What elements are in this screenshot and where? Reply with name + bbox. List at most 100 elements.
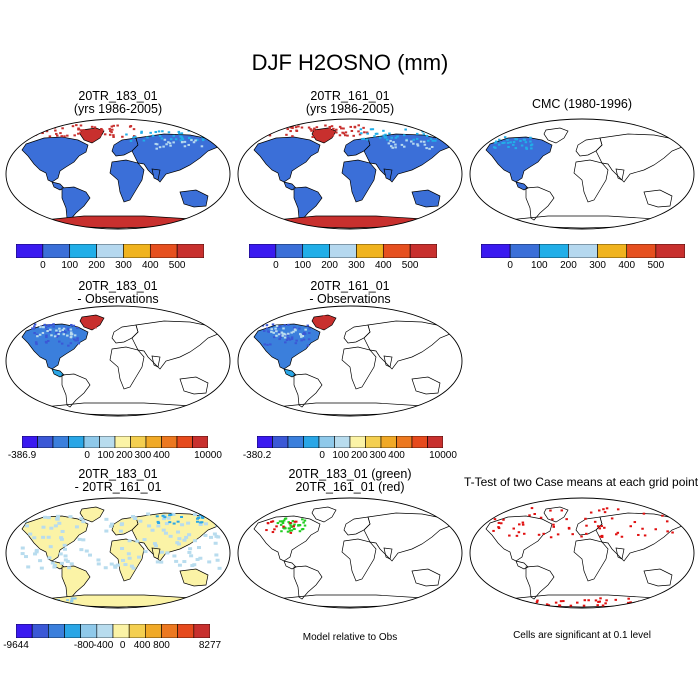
colorbar-swatch xyxy=(161,624,178,638)
colorbar-swatch xyxy=(177,624,195,638)
grid-cell xyxy=(272,331,275,334)
grid-cell xyxy=(616,508,620,511)
colorbar-swatch xyxy=(16,244,44,258)
landmass-au xyxy=(411,189,441,208)
colorbar-tick-label: -400 xyxy=(93,640,114,651)
grid-cell xyxy=(277,333,281,336)
grid-cell xyxy=(35,333,39,336)
grid-cell xyxy=(292,527,296,530)
grid-cell xyxy=(278,331,281,334)
colorbar-swatch xyxy=(31,624,49,638)
grid-cell xyxy=(179,139,183,142)
grid-cell xyxy=(217,566,222,570)
colorbar-swatch xyxy=(509,244,540,258)
colorbar-swatch xyxy=(69,244,97,258)
grid-cell xyxy=(494,140,498,143)
grid-cell xyxy=(158,135,162,138)
colorbar-tick-label: 400 xyxy=(388,450,405,461)
grid-cell xyxy=(329,322,332,325)
grid-cell xyxy=(357,124,360,127)
grid-cell xyxy=(441,130,444,133)
grid-cell xyxy=(286,337,290,340)
grid-cell xyxy=(600,525,603,528)
grid-cell xyxy=(301,527,305,530)
panel-title-p1: 20TR_183_01 (yrs 1986-2005) xyxy=(0,90,236,116)
colorbar-swatch xyxy=(409,244,437,258)
grid-cell xyxy=(269,125,272,128)
grid-cell xyxy=(204,522,209,526)
map-panel-p7 xyxy=(237,497,463,609)
grid-cell xyxy=(303,332,307,335)
grid-cell xyxy=(363,131,366,134)
grid-cell xyxy=(38,333,42,336)
grid-cell xyxy=(366,132,369,135)
grid-cell xyxy=(425,134,429,137)
landmass-ind xyxy=(383,547,393,560)
figure-title: DJF H2OSNO (mm) xyxy=(251,50,449,75)
grid-cell xyxy=(358,133,362,136)
grid-cell xyxy=(79,548,84,552)
grid-cell xyxy=(530,507,534,510)
grid-cell xyxy=(267,126,270,129)
grid-cell xyxy=(50,561,55,565)
grid-cell xyxy=(62,547,67,551)
grid-cell xyxy=(108,524,113,528)
colorbar-tick-label: -800 xyxy=(73,640,94,651)
grid-cell xyxy=(77,128,80,131)
grid-cell xyxy=(322,323,325,326)
grid-cell xyxy=(389,139,392,142)
grid-cell xyxy=(119,523,124,527)
grid-cell xyxy=(291,520,295,523)
grid-cell xyxy=(146,512,151,516)
grid-cell xyxy=(177,537,182,541)
grid-cell xyxy=(61,127,64,130)
grid-cell xyxy=(369,128,373,131)
grid-cell xyxy=(61,329,65,332)
grid-cell xyxy=(109,522,114,526)
grid-cell xyxy=(190,564,195,568)
landmass-af xyxy=(341,159,377,203)
grid-cell xyxy=(593,520,597,523)
grid-cell xyxy=(26,565,31,569)
grid-cell xyxy=(33,552,38,556)
grid-cell xyxy=(90,134,94,137)
panel-note-p8: Cells are significant at 0.1 level xyxy=(513,630,651,641)
grid-cell xyxy=(263,329,266,332)
grid-cell xyxy=(172,522,176,525)
grid-cell xyxy=(77,132,80,135)
grid-cell xyxy=(279,523,283,526)
grid-cell xyxy=(159,550,164,554)
grid-cell xyxy=(323,315,326,318)
grid-cell xyxy=(510,600,513,603)
grid-cell xyxy=(601,604,605,607)
grid-cell xyxy=(89,130,93,133)
grid-cell xyxy=(197,516,201,519)
grid-cell xyxy=(34,550,39,554)
grid-cell xyxy=(275,334,278,337)
grid-cell xyxy=(155,560,160,564)
grid-cell xyxy=(301,518,304,521)
grid-cell xyxy=(298,524,302,527)
grid-cell xyxy=(157,521,161,524)
grid-cell xyxy=(285,133,288,136)
grid-cell xyxy=(189,554,194,558)
grid-cell xyxy=(77,342,81,345)
grid-cell xyxy=(290,525,293,528)
grid-cell xyxy=(135,539,140,543)
grid-cell xyxy=(138,519,143,523)
grid-cell xyxy=(614,598,618,601)
grid-cell xyxy=(283,336,287,339)
grid-cell xyxy=(49,328,52,331)
grid-cell xyxy=(569,604,573,607)
colorbar-tick-label: 100 xyxy=(332,450,350,461)
grid-cell xyxy=(56,514,61,518)
grid-cell xyxy=(63,558,68,562)
grid-cell xyxy=(294,342,298,345)
grid-cell xyxy=(34,129,38,132)
colorbar-swatch xyxy=(80,624,98,638)
grid-cell xyxy=(69,328,73,331)
colorbar-tick-label: 0 xyxy=(507,260,513,271)
grid-cell xyxy=(99,134,102,137)
grid-cell xyxy=(89,318,93,321)
grid-cell xyxy=(56,134,59,137)
